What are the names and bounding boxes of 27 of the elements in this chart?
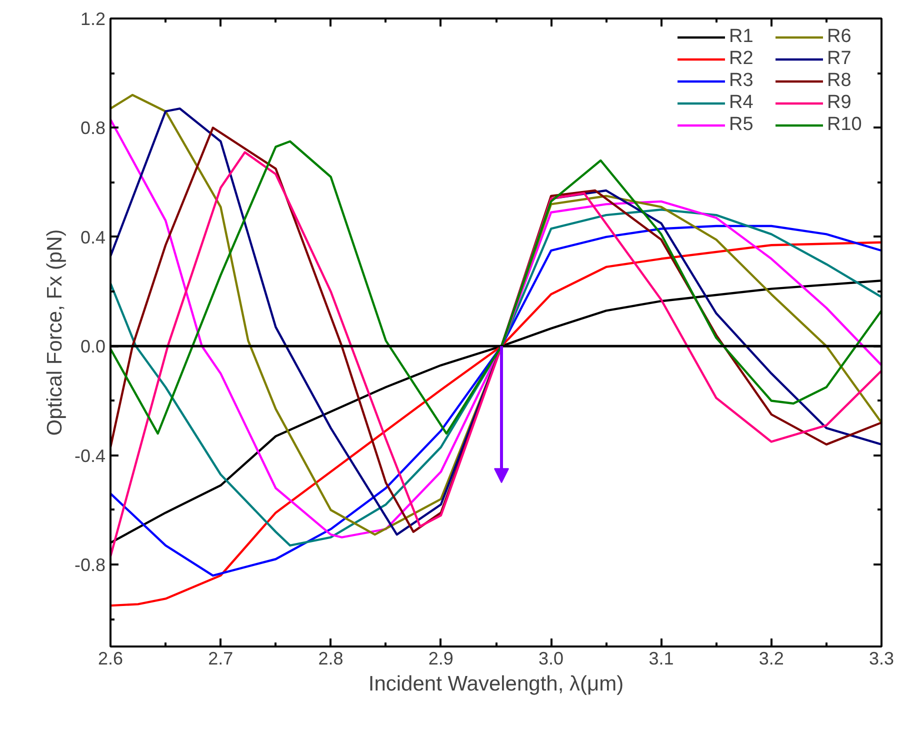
x-tick-label: 2.6 [98,648,124,668]
x-tick-label: 3.2 [758,648,784,668]
legend-label: R8 [827,70,852,92]
y-tick-label: 0.0 [80,336,106,357]
y-axis-title: Optical Force, Fx (pN) [43,229,66,436]
legend-label: R6 [827,26,852,48]
legend-label: R3 [729,70,754,92]
legend-label: R5 [729,114,754,136]
y-tick-label: -0.4 [74,446,106,466]
legend-label: R9 [827,92,852,114]
y-tick-label: 0.8 [80,118,106,138]
y-tick-label: -0.8 [74,555,106,576]
legend-label: R1 [729,26,754,48]
y-tick-label: 1.2 [80,9,106,29]
line-series [110,140,882,435]
legend-label: R2 [729,48,754,70]
x-tick-label: 3.3 [868,648,894,668]
x-tick-label: 2.7 [208,648,234,668]
legend-label: R4 [729,92,754,114]
legend-label: R10 [827,114,863,136]
x-tick-label: 3.0 [538,648,564,668]
x-tick-label: 2.9 [428,648,454,668]
x-tick-label: 3.1 [648,648,674,668]
y-tick-label: 0.4 [80,227,106,248]
x-tick-label: 2.8 [318,648,344,668]
legend-label: R7 [827,48,852,70]
x-axis-title: Incident Wavelength, λ(μm) [368,672,624,696]
